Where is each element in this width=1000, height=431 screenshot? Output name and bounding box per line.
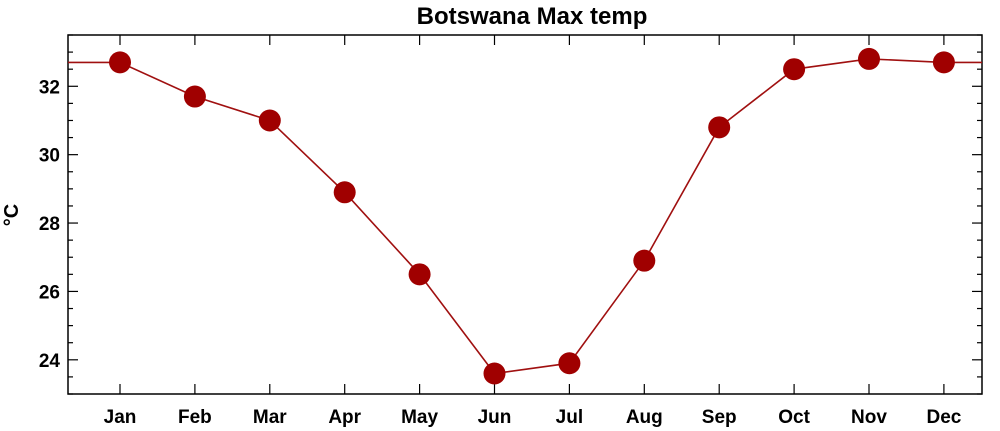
series-line (68, 58, 982, 375)
data-point (633, 249, 656, 272)
data-point (558, 352, 581, 375)
data-point (183, 85, 206, 108)
y-tick-label: 30 (39, 146, 60, 167)
series-line-group (68, 47, 982, 385)
data-point (333, 181, 356, 204)
x-axis: Jan Feb Mar Apr May Jun Jul Aug Sep Oct Nov Dec (104, 35, 962, 428)
x-tick-label: May (401, 407, 438, 428)
x-tick-label: Feb (178, 407, 212, 428)
y-tick-label: 24 (39, 351, 61, 372)
x-tick-label: Jun (478, 407, 512, 428)
data-point (932, 51, 955, 74)
data-point (408, 263, 431, 286)
data-point (109, 51, 131, 74)
x-tick-label: Jul (556, 407, 583, 428)
y-axis: 24 26 28 30 32 (39, 34, 982, 395)
plot-frame (67, 34, 983, 395)
x-tick-label: Apr (328, 407, 361, 428)
x-tick-label: Dec (926, 407, 961, 428)
x-tick-label: Jan (104, 407, 137, 428)
x-tick-label: Aug (626, 407, 663, 428)
y-axis-label: °C (1, 204, 23, 226)
x-tick-label: Sep (702, 407, 737, 428)
chart-title: Botswana Max temp (417, 3, 648, 30)
x-tick-label: Nov (851, 407, 887, 428)
y-tick-label: 28 (39, 214, 60, 235)
y-tick-label: 26 (39, 282, 60, 303)
y-tick-label: 32 (39, 77, 60, 98)
data-point (258, 109, 281, 132)
data-point (858, 47, 880, 70)
x-tick-label: Mar (253, 407, 287, 428)
data-point (783, 58, 806, 81)
data-point (483, 362, 506, 385)
x-tick-label: Oct (778, 407, 810, 428)
data-point (708, 116, 731, 139)
